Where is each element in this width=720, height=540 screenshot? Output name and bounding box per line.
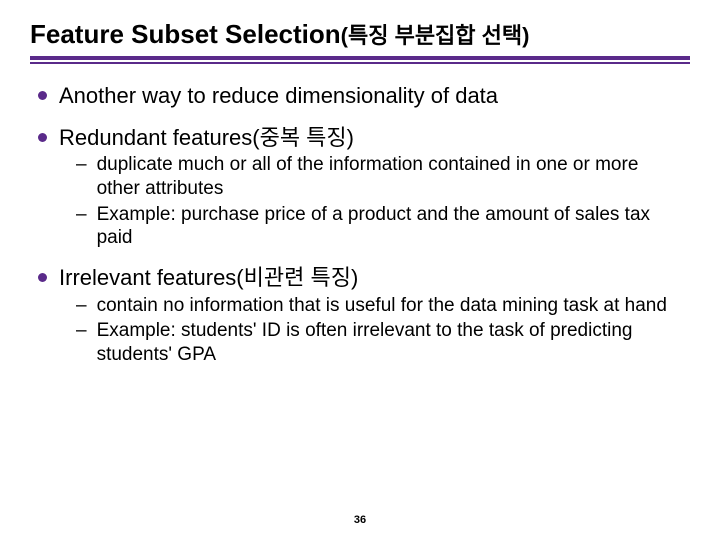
bullet-icon (38, 133, 47, 142)
list-item: Redundant features(중복 특징) (38, 124, 682, 152)
dash-icon: – (76, 294, 87, 318)
list-item-text: Redundant features(중복 특징) (59, 124, 354, 152)
bullet-icon (38, 273, 47, 282)
sub-list-item-text: Example: purchase price of a product and… (97, 203, 682, 251)
dash-icon: – (76, 203, 87, 227)
slide-container: Feature Subset Selection(특징 부분집합 선택) Ano… (0, 0, 720, 367)
title-main: Feature Subset Selection (30, 19, 341, 49)
bullet-icon (38, 91, 47, 100)
title-rule-thick (30, 56, 690, 60)
dash-icon: – (76, 153, 87, 177)
list-item: Irrelevant features(비관련 특징) (38, 264, 682, 292)
list-item-text: Another way to reduce dimensionality of … (59, 82, 498, 110)
slide-title: Feature Subset Selection(특징 부분집합 선택) (30, 18, 690, 50)
sub-list-item-text: Example: students' ID is often irrelevan… (97, 319, 682, 367)
sub-list-item: – contain no information that is useful … (76, 294, 682, 318)
list-item-text: Irrelevant features(비관련 특징) (59, 264, 358, 292)
list-item: Another way to reduce dimensionality of … (38, 82, 682, 110)
page-number: 36 (0, 514, 720, 526)
sub-list-item: – Example: purchase price of a product a… (76, 203, 682, 251)
sub-list-item: – Example: students' ID is often irrelev… (76, 319, 682, 367)
content-area: Another way to reduce dimensionality of … (30, 82, 690, 367)
sub-list-item-text: duplicate much or all of the information… (97, 153, 682, 201)
title-rule-thin (30, 62, 690, 64)
title-sub: (특징 부분집합 선택) (341, 23, 530, 48)
dash-icon: – (76, 319, 87, 343)
sub-list-item-text: contain no information that is useful fo… (97, 294, 667, 318)
sub-list-item: – duplicate much or all of the informati… (76, 153, 682, 201)
